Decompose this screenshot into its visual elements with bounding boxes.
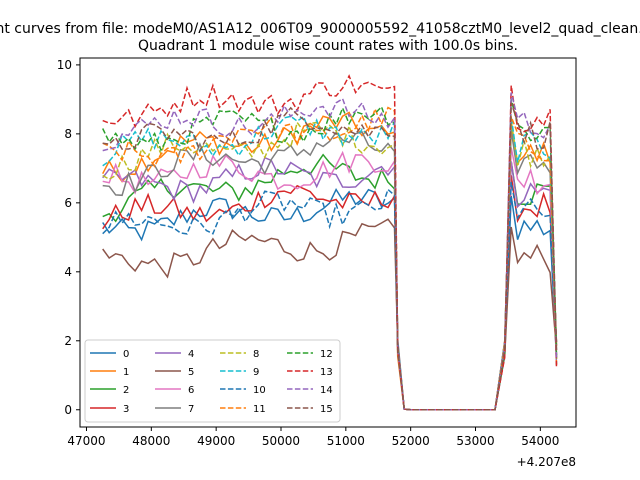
- legend-item-5: 5: [155, 367, 194, 378]
- x-tick-label: 53000: [456, 434, 494, 448]
- legend-label: 6: [188, 385, 194, 396]
- x-tick-label: 48000: [132, 434, 170, 448]
- legend-label: 2: [123, 385, 129, 396]
- series-line-8: [102, 119, 558, 411]
- legend-item-2: 2: [90, 385, 129, 396]
- legend-item-9: 9: [220, 367, 259, 378]
- legend-item-14: 14: [287, 385, 333, 396]
- series-layer: [102, 74, 558, 411]
- y-tick-label: 8: [64, 127, 72, 141]
- legend-label: 4: [188, 349, 194, 360]
- y-axis: 0 2 4 6 8 10: [57, 58, 80, 417]
- legend-label: 10: [253, 385, 266, 396]
- legend-label: 12: [320, 349, 333, 360]
- legend-item-13: 13: [287, 367, 333, 378]
- x-tick-label: 51000: [327, 434, 365, 448]
- plot-frame: [79, 57, 577, 428]
- legend-item-11: 11: [220, 404, 266, 415]
- legend-item-1: 1: [90, 367, 129, 378]
- legend-item-3: 3: [90, 404, 129, 415]
- series-line-14: [102, 92, 558, 411]
- x-tick-label: 50000: [262, 434, 300, 448]
- y-tick-label: 10: [57, 58, 72, 72]
- legend-item-15: 15: [287, 404, 333, 415]
- legend-label: 9: [253, 367, 259, 378]
- x-tick-label: 49000: [197, 434, 235, 448]
- legend-item-8: 8: [220, 349, 259, 360]
- x-tick-label: 47000: [67, 434, 105, 448]
- y-tick-label: 6: [64, 196, 72, 210]
- legend-item-6: 6: [155, 385, 194, 396]
- series-line-12: [102, 99, 558, 411]
- x-tick-label: 52000: [392, 434, 430, 448]
- legend-item-4: 4: [155, 349, 194, 360]
- series-line-15: [102, 102, 558, 411]
- y-tick-label: 4: [64, 265, 72, 279]
- legend-label: 8: [253, 349, 259, 360]
- x-axis: 47000 48000 49000 50000 51000 52000 53000 54000: [67, 427, 559, 448]
- y-tick-label: 0: [64, 403, 72, 417]
- legend-label: 7: [188, 404, 194, 415]
- legend-label: 3: [123, 404, 129, 415]
- legend-item-7: 7: [155, 404, 194, 415]
- legend-item-0: 0: [90, 349, 129, 360]
- legend-label: 11: [253, 404, 266, 415]
- legend-box: [84, 339, 341, 423]
- legend-label: 13: [320, 367, 333, 378]
- legend-item-12: 12: [287, 349, 333, 360]
- legend-item-10: 10: [220, 385, 266, 396]
- x-tick-label: 54000: [521, 434, 559, 448]
- legend-label: 0: [123, 349, 129, 360]
- y-tick-label: 2: [64, 334, 72, 348]
- x-offset-label: +4.207e8: [517, 455, 576, 469]
- legend-label: 14: [320, 385, 333, 396]
- chart-title: Quadrant 1 module wise count rates with …: [138, 38, 518, 54]
- legend-label: 1: [123, 367, 129, 378]
- figure-suptitle: Light curves from file: modeM0/AS1A12_00…: [0, 21, 640, 37]
- legend-label: 15: [320, 404, 333, 415]
- legend-label: 5: [188, 367, 194, 378]
